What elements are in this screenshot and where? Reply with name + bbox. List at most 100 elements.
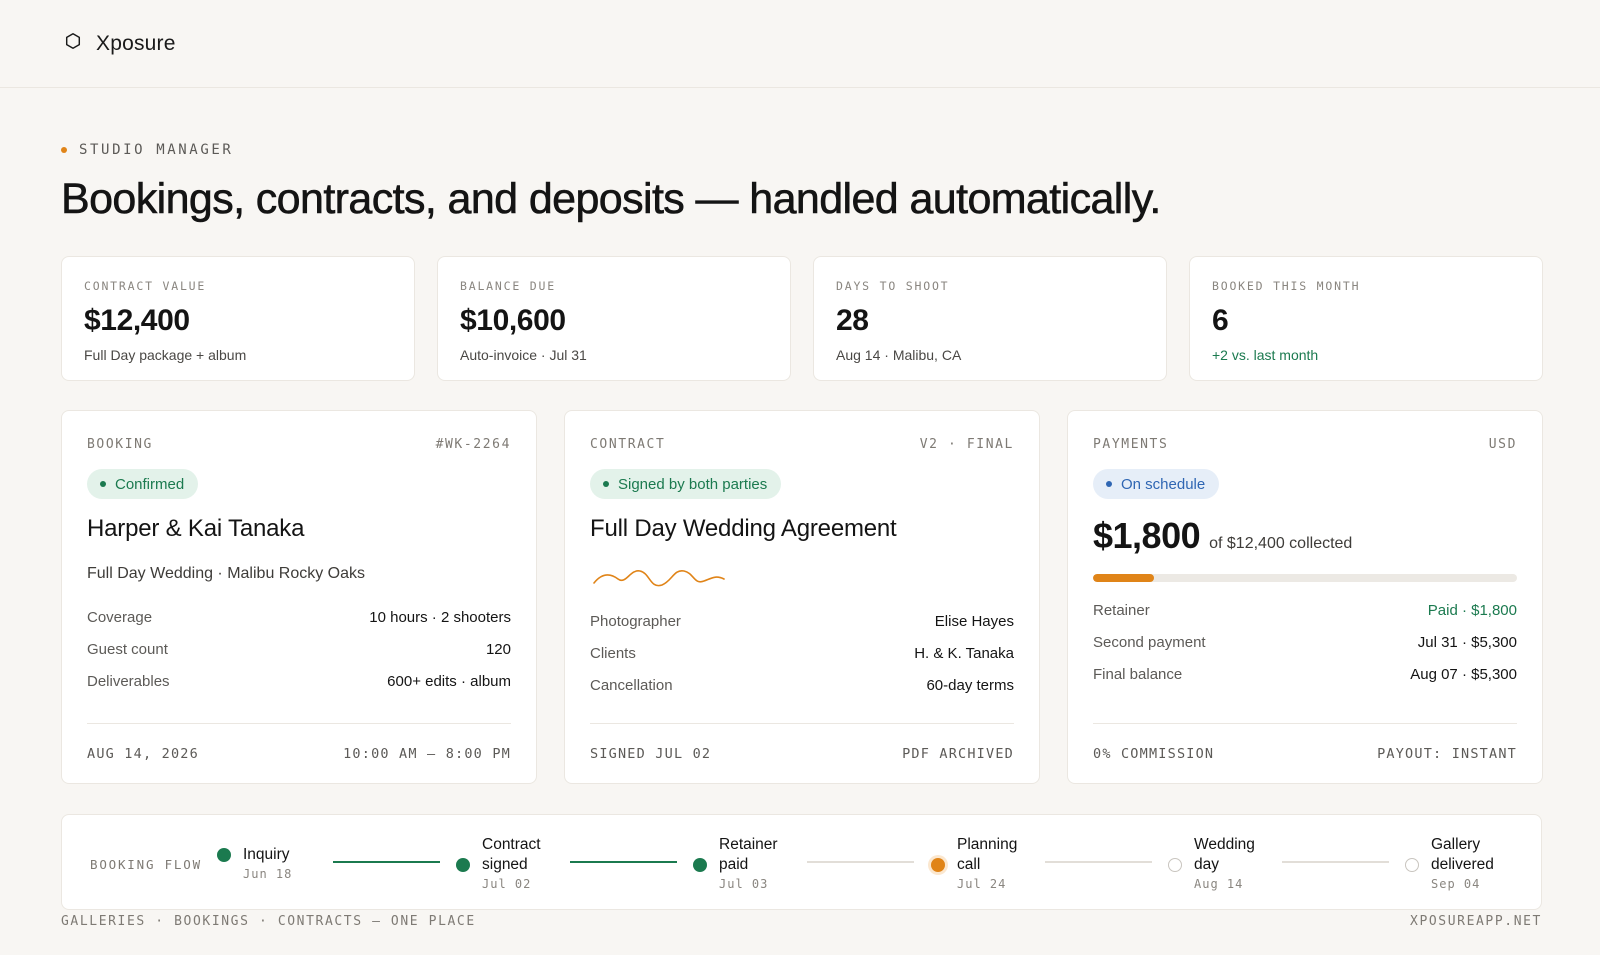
stat-card-contract-value: CONTRACT VALUE $12,400 Full Day package … — [61, 256, 415, 381]
step-name: Gallery delivered — [1431, 836, 1494, 873]
collected-summary: $1,800 of $12,400 collected — [1093, 515, 1517, 557]
footer-site-link[interactable]: XPOSUREAPP.NET — [1410, 914, 1542, 929]
step-name: Inquiry — [243, 846, 290, 863]
row-value: 120 — [485, 640, 511, 658]
contract-version: V2 · FINAL — [919, 437, 1014, 452]
row-value: Paid · $1,800 — [1427, 601, 1517, 619]
row-key: Final balance — [1093, 665, 1183, 683]
row-key: Cancellation — [590, 676, 673, 694]
booking-flow: BOOKING FLOW Inquiry Jun 18 Contract sig… — [61, 814, 1542, 910]
flow-label: BOOKING FLOW — [90, 857, 202, 872]
step-dot — [693, 858, 707, 872]
step-date: Aug 14 — [1194, 877, 1244, 891]
step-date: Jun 18 — [243, 867, 293, 881]
commission: 0% COMMISSION — [1093, 745, 1215, 762]
detail-row: Final balance Aug 07 · $5,300 — [1093, 658, 1517, 690]
step-name: Planning call — [957, 836, 1018, 873]
client-name: Harper & Kai Tanaka — [87, 515, 305, 542]
row-key: Second payment — [1093, 633, 1206, 651]
stat-sub: +2 vs. last month — [1212, 347, 1319, 363]
step-name: Contract signed — [482, 836, 541, 873]
contract-card[interactable]: CONTRACT V2 · FINAL Signed by both parti… — [564, 410, 1040, 784]
detail-row: Guest count 120 — [87, 633, 511, 665]
stat-label: DAYS TO SHOOT — [836, 279, 950, 293]
booking-id: #WK-2264 — [435, 437, 511, 452]
eyebrow-label: STUDIO MANAGER — [61, 142, 233, 158]
stat-label: BALANCE DUE — [460, 279, 556, 293]
step-date: Jul 02 — [482, 877, 532, 891]
detail-row: Second payment Jul 31 · $5,300 — [1093, 626, 1517, 658]
booking-subtitle: Full Day Wedding · Malibu Rocky Oaks — [87, 565, 366, 582]
stat-label: CONTRACT VALUE — [84, 279, 207, 293]
stat-sub: Full Day package + album — [84, 347, 247, 363]
archive-status[interactable]: PDF ARCHIVED — [902, 745, 1014, 762]
row-key: Retainer — [1093, 601, 1150, 619]
flow-step-contract-signed[interactable]: Contract signed Jul 02 — [456, 835, 562, 891]
step-date: Jul 24 — [957, 877, 1007, 891]
flow-step-gallery-delivered[interactable]: Gallery delivered Sep 04 — [1405, 835, 1511, 891]
detail-rows: Photographer Elise Hayes Clients H. & K.… — [590, 605, 1014, 701]
stat-cards: CONTRACT VALUE $12,400 Full Day package … — [61, 256, 1543, 381]
status-badge: Confirmed — [87, 469, 199, 499]
booking-card[interactable]: BOOKING #WK-2264 Confirmed Harper & Kai … — [61, 410, 537, 784]
stat-value: 6 — [1212, 304, 1229, 337]
card-header: BOOKING #WK-2264 — [87, 411, 511, 452]
currency: USD — [1488, 437, 1517, 452]
step-date: Jul 03 — [719, 877, 769, 891]
signed-date: SIGNED JUL 02 — [590, 745, 712, 762]
stat-value: $10,600 — [460, 304, 566, 337]
row-value: Aug 07 · $5,300 — [1410, 665, 1517, 683]
eyebrow-text: STUDIO MANAGER — [79, 142, 234, 158]
row-value: Jul 31 · $5,300 — [1417, 633, 1517, 651]
stat-value: 28 — [836, 304, 869, 337]
card-label: PAYMENTS — [1093, 437, 1169, 452]
step-dot — [217, 848, 231, 862]
status-text: On schedule — [1121, 475, 1206, 493]
flow-step-planning-call[interactable]: Planning call Jul 24 — [931, 835, 1037, 891]
card-header: CONTRACT V2 · FINAL — [590, 411, 1014, 452]
step-dot — [1168, 858, 1182, 872]
status-text: Confirmed — [115, 475, 185, 493]
row-key: Guest count — [87, 640, 168, 658]
detail-rows: Coverage 10 hours · 2 shooters Guest cou… — [87, 601, 511, 697]
row-key: Deliverables — [87, 672, 170, 690]
status-badge: On schedule — [1093, 469, 1220, 499]
step-date: Sep 04 — [1431, 877, 1481, 891]
brand-logo[interactable]: Xposure — [64, 32, 176, 56]
payout-mode: PAYOUT: INSTANT — [1377, 745, 1517, 762]
card-footer: SIGNED JUL 02 PDF ARCHIVED — [590, 723, 1014, 783]
flow-connector — [1045, 861, 1152, 863]
row-key: Photographer — [590, 612, 681, 630]
detail-row: Retainer Paid · $1,800 — [1093, 594, 1517, 626]
footer-tagline: GALLERIES · BOOKINGS · CONTRACTS — ONE P… — [61, 914, 476, 929]
card-label: CONTRACT — [590, 437, 666, 452]
collected-of-total: of $12,400 collected — [1209, 535, 1353, 552]
row-key: Coverage — [87, 608, 153, 626]
top-bar: Xposure — [0, 0, 1600, 88]
row-value: H. & K. Tanaka — [914, 644, 1014, 662]
status-text: Signed by both parties — [618, 475, 768, 493]
row-value: Elise Hayes — [934, 612, 1014, 630]
accent-dot — [61, 147, 67, 153]
stat-sub: Aug 14 · Malibu, CA — [836, 347, 962, 363]
flow-step-wedding-day[interactable]: Wedding day Aug 14 — [1168, 835, 1274, 891]
row-value: 600+ edits · album — [387, 672, 511, 690]
signature-icon — [590, 563, 1014, 593]
step-dot — [1405, 858, 1419, 872]
status-dot — [1106, 481, 1112, 487]
card-footer: 0% COMMISSION PAYOUT: INSTANT — [1093, 723, 1517, 783]
row-value: 60-day terms — [926, 676, 1014, 694]
card-footer: AUG 14, 2026 10:00 AM – 8:00 PM — [87, 723, 511, 783]
card-label: BOOKING — [87, 437, 153, 452]
status-dot — [603, 481, 609, 487]
payment-progress-bar — [1093, 574, 1517, 582]
flow-step-retainer-paid[interactable]: Retainer paid Jul 03 — [693, 835, 799, 891]
flow-connector — [807, 861, 914, 863]
collected-amount: $1,800 — [1093, 515, 1201, 556]
detail-row: Photographer Elise Hayes — [590, 605, 1014, 637]
status-badge: Signed by both parties — [590, 469, 782, 499]
step-name: Retainer paid — [719, 836, 778, 873]
flow-step-inquiry[interactable]: Inquiry Jun 18 — [217, 835, 292, 881]
payments-card[interactable]: PAYMENTS USD On schedule $1,800 of $12,4… — [1067, 410, 1543, 784]
status-dot — [100, 481, 106, 487]
